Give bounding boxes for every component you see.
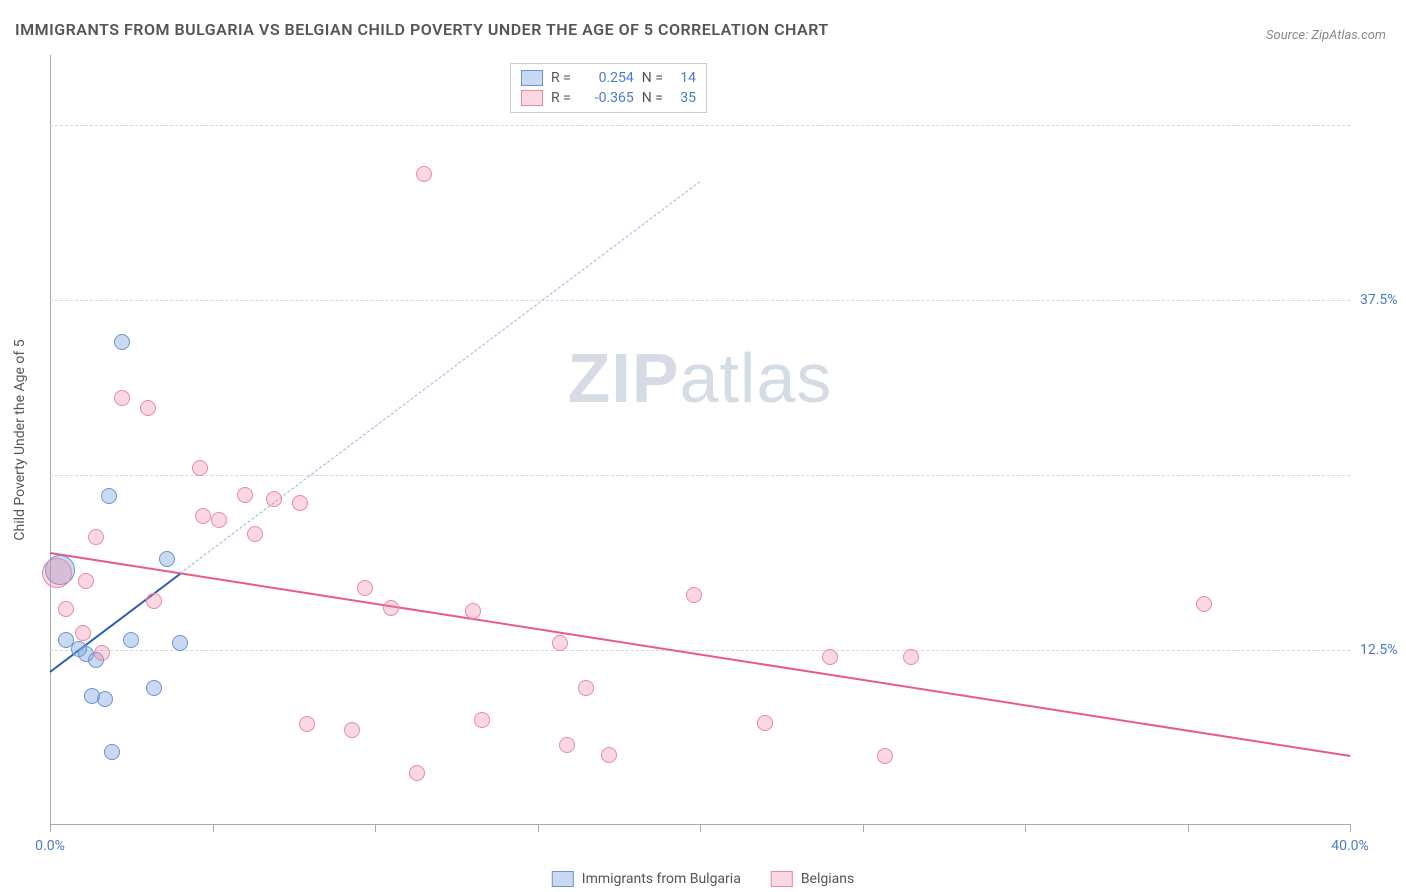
- data-point: [211, 512, 227, 528]
- y-axis-title: Child Poverty Under the Age of 5: [12, 339, 28, 540]
- data-point: [94, 645, 110, 661]
- correlation-legend: R = 0.254 N = 14 R = -0.365 N = 35: [510, 63, 707, 113]
- x-tick-label: 0.0%: [35, 838, 65, 854]
- series-legend: Immigrants from Bulgaria Belgians: [552, 871, 854, 887]
- data-point: [140, 400, 156, 416]
- gridline: [50, 300, 1350, 301]
- y-axis: [50, 55, 51, 824]
- watermark: ZIPatlas: [568, 338, 833, 418]
- data-point: [192, 460, 208, 476]
- n-label: N =: [642, 90, 663, 106]
- x-tick: [1350, 824, 1351, 832]
- data-point: [159, 551, 175, 567]
- data-point: [474, 712, 490, 728]
- data-point: [299, 716, 315, 732]
- swatch-pink: [521, 90, 543, 106]
- x-tick: [213, 824, 214, 832]
- data-point: [78, 573, 94, 589]
- data-point: [903, 649, 919, 665]
- data-point: [552, 635, 568, 651]
- x-tick: [863, 824, 864, 832]
- data-point: [822, 649, 838, 665]
- n-label: N =: [642, 70, 663, 86]
- trend-line-blue: [49, 573, 180, 673]
- data-point: [42, 558, 72, 588]
- x-tick: [50, 824, 51, 832]
- data-point: [416, 166, 432, 182]
- data-point: [104, 744, 120, 760]
- r-value-pink: -0.365: [579, 90, 634, 106]
- data-point: [88, 529, 104, 545]
- swatch-blue: [552, 871, 574, 887]
- data-point: [146, 593, 162, 609]
- gridline: [50, 125, 1350, 126]
- data-point: [97, 691, 113, 707]
- data-point: [357, 580, 373, 596]
- x-tick: [700, 824, 701, 832]
- trend-line-blue-dashed: [180, 181, 701, 574]
- n-value-blue: 14: [671, 70, 696, 86]
- source-label: Source: ZipAtlas.com: [1266, 28, 1386, 43]
- x-tick: [375, 824, 376, 832]
- data-point: [247, 526, 263, 542]
- data-point: [686, 587, 702, 603]
- legend-label-pink: Belgians: [801, 871, 854, 887]
- data-point: [237, 487, 253, 503]
- gridline: [50, 475, 1350, 476]
- legend-row-blue: R = 0.254 N = 14: [521, 68, 696, 88]
- x-tick: [1188, 824, 1189, 832]
- y-tick-label: 37.5%: [1360, 292, 1406, 308]
- data-point: [1196, 596, 1212, 612]
- swatch-blue: [521, 70, 543, 86]
- r-label: R =: [551, 90, 571, 106]
- trend-line-pink: [50, 552, 1350, 757]
- legend-item-pink: Belgians: [771, 871, 854, 887]
- data-point: [266, 491, 282, 507]
- swatch-pink: [771, 871, 793, 887]
- r-label: R =: [551, 70, 571, 86]
- legend-item-blue: Immigrants from Bulgaria: [552, 871, 741, 887]
- legend-label-blue: Immigrants from Bulgaria: [582, 871, 741, 887]
- data-point: [409, 765, 425, 781]
- data-point: [123, 632, 139, 648]
- data-point: [465, 603, 481, 619]
- data-point: [877, 748, 893, 764]
- data-point: [114, 334, 130, 350]
- data-point: [344, 722, 360, 738]
- n-value-pink: 35: [671, 90, 696, 106]
- chart-title: IMMIGRANTS FROM BULGARIA VS BELGIAN CHIL…: [15, 20, 829, 39]
- data-point: [114, 390, 130, 406]
- plot-area: Child Poverty Under the Age of 5 ZIPatla…: [50, 55, 1350, 825]
- data-point: [578, 680, 594, 696]
- legend-row-pink: R = -0.365 N = 35: [521, 88, 696, 108]
- x-tick: [538, 824, 539, 832]
- data-point: [75, 625, 91, 641]
- data-point: [172, 635, 188, 651]
- data-point: [601, 747, 617, 763]
- r-value-blue: 0.254: [579, 70, 634, 86]
- data-point: [101, 488, 117, 504]
- x-tick: [1025, 824, 1026, 832]
- x-tick-label: 40.0%: [1331, 838, 1369, 854]
- data-point: [146, 680, 162, 696]
- data-point: [757, 715, 773, 731]
- data-point: [559, 737, 575, 753]
- data-point: [292, 495, 308, 511]
- data-point: [58, 601, 74, 617]
- data-point: [195, 508, 211, 524]
- data-point: [383, 600, 399, 616]
- y-tick-label: 12.5%: [1360, 642, 1406, 658]
- gridline: [50, 650, 1350, 651]
